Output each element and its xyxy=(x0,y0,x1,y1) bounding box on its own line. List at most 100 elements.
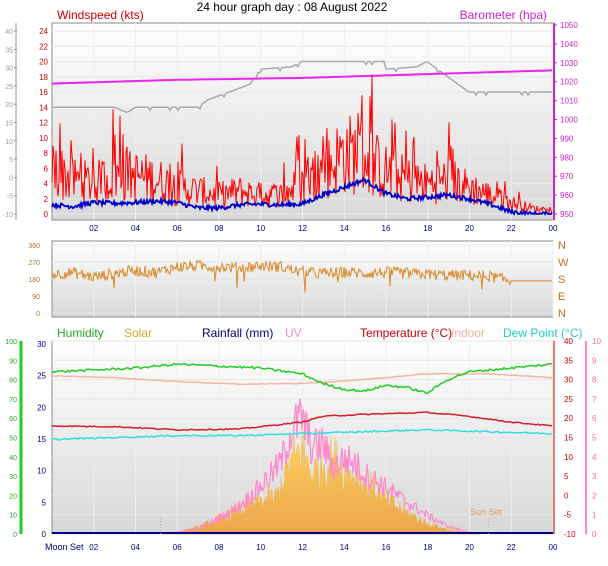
humidity-tick: 50 xyxy=(9,436,17,443)
series-line-dewpoint xyxy=(51,428,552,441)
uv-tick: 4 xyxy=(592,453,597,462)
humidity-tick: 0 xyxy=(13,532,17,539)
x-tick-label: 06 xyxy=(173,224,182,233)
barometer-tick: 1000 xyxy=(560,116,578,125)
windspeed-outer-tick: 15 xyxy=(5,121,13,128)
x-tick-label: 02 xyxy=(89,543,98,552)
x-tick-label: 20 xyxy=(465,543,474,552)
uv-tick: 6 xyxy=(592,414,597,423)
compass-tick: E xyxy=(558,291,565,303)
compass-tick: N xyxy=(558,240,566,252)
uv-tick: 2 xyxy=(592,491,597,500)
x-tick-label: 10 xyxy=(256,224,265,233)
windspeed-outer-tick: 10 xyxy=(5,139,13,146)
x-tick-label: 02 xyxy=(89,224,98,233)
rainfall-tick: 10 xyxy=(37,467,46,476)
barometer-tick: 980 xyxy=(560,153,574,162)
windspeed-inner-tick: 20 xyxy=(39,58,48,67)
rainfall-tick: 30 xyxy=(37,340,46,349)
windspeed-outer-tick: -10 xyxy=(3,212,13,219)
wind-baro-series xyxy=(51,60,553,217)
humidity-tick: 70 xyxy=(9,397,17,404)
series-line-barometer xyxy=(51,69,553,85)
x-tick-label: 14 xyxy=(340,224,349,233)
uv-tick: 3 xyxy=(592,472,597,481)
temperature-tick: 25 xyxy=(564,395,573,404)
compass-tick: S xyxy=(558,274,565,286)
chart-title: 24 hour graph day : 08 August 2022 xyxy=(197,0,388,14)
rainfall-tick: 0 xyxy=(42,530,47,539)
compass-tick: N xyxy=(558,308,566,320)
temperature-tick: 40 xyxy=(564,337,573,346)
windspeed-inner-tick: 16 xyxy=(39,88,48,97)
legend-dewpoint: Dew Point (°C) xyxy=(503,326,582,340)
humidity-tick: 40 xyxy=(9,455,17,462)
humidity-tick: 20 xyxy=(9,493,17,500)
x-tick-label: 16 xyxy=(382,543,391,552)
temperature-tick: 15 xyxy=(564,434,573,443)
temperature-tick: -10 xyxy=(564,530,576,539)
windspeed-inner-tick: 14 xyxy=(39,103,48,112)
legend-solar: Solar xyxy=(124,326,152,340)
barometer-tick: 1040 xyxy=(560,40,578,49)
x-tick-label: 14 xyxy=(340,543,349,552)
barometer-tick: 950 xyxy=(560,210,574,219)
windspeed-outer-tick: -5 xyxy=(7,194,13,201)
series-line-indoor xyxy=(51,372,553,386)
rainfall-tick: 20 xyxy=(37,403,46,412)
barometer-axis-label: Barometer (hpa) xyxy=(460,8,547,22)
x-tick-label: 20 xyxy=(465,224,474,233)
temp-humidity-series xyxy=(51,362,553,535)
temperature-tick: 35 xyxy=(564,356,573,365)
uv-tick: 1 xyxy=(592,511,597,520)
uv-tick: 7 xyxy=(592,395,597,404)
temperature-tick: 0 xyxy=(564,491,569,500)
x-tick-label: 08 xyxy=(215,224,224,233)
windspeed-inner-tick: 22 xyxy=(39,42,48,51)
barometer-tick: 960 xyxy=(560,191,574,200)
uv-tick: 10 xyxy=(592,337,601,346)
temperature-tick: 5 xyxy=(564,472,569,481)
barometer-tick: 1050 xyxy=(560,21,578,30)
windspeed-outer-tick: 20 xyxy=(5,102,13,109)
uv-tick: 0 xyxy=(592,530,597,539)
windspeed-axis-label: Windspeed (kts) xyxy=(57,8,144,22)
series-line-average-wind xyxy=(51,176,553,217)
moon-set-annotation: Moon Set xyxy=(45,542,84,552)
series-line-windspeed xyxy=(51,74,553,214)
uv-tick: 5 xyxy=(592,434,597,443)
temperature-tick: 10 xyxy=(564,453,573,462)
windspeed-inner-tick: 12 xyxy=(39,119,48,128)
windspeed-outer-tick: 35 xyxy=(5,47,13,54)
barometer-tick: 1020 xyxy=(560,78,578,87)
direction-degree-tick: 90 xyxy=(32,294,40,301)
rainfall-tick: 15 xyxy=(37,435,46,444)
series-line-humidity xyxy=(51,362,552,394)
humidity-tick: 80 xyxy=(9,378,17,385)
x-tick-label: 22 xyxy=(507,224,516,233)
rainfall-tick: 25 xyxy=(37,372,46,381)
direction-degree-tick: 270 xyxy=(28,260,40,267)
windspeed-inner-tick: 8 xyxy=(44,149,49,158)
series-line-wind-direction xyxy=(51,259,552,293)
windspeed-outer-tick: 40 xyxy=(5,29,13,36)
x-tick-label: 12 xyxy=(298,224,307,233)
uv-tick: 9 xyxy=(592,356,597,365)
sun-set-annotation: Sun Set xyxy=(470,507,503,517)
series-line-uv xyxy=(166,398,480,535)
humidity-tick: 90 xyxy=(9,358,17,365)
x-tick-label: 00 xyxy=(549,224,558,233)
humidity-tick: 60 xyxy=(9,416,17,423)
windspeed-inner-tick: 18 xyxy=(39,73,48,82)
barometer-tick: 970 xyxy=(560,172,574,181)
series-area-solar xyxy=(166,430,480,535)
x-tick-label: 06 xyxy=(173,543,182,552)
windspeed-inner-tick: 24 xyxy=(39,27,48,36)
windspeed-outer-tick: 25 xyxy=(5,84,13,91)
windspeed-outer-tick: 30 xyxy=(5,66,13,73)
legend-rainfall: Rainfall (mm) xyxy=(202,326,273,340)
x-tick-label: 18 xyxy=(423,543,432,552)
windspeed-inner-tick: 2 xyxy=(44,195,49,204)
